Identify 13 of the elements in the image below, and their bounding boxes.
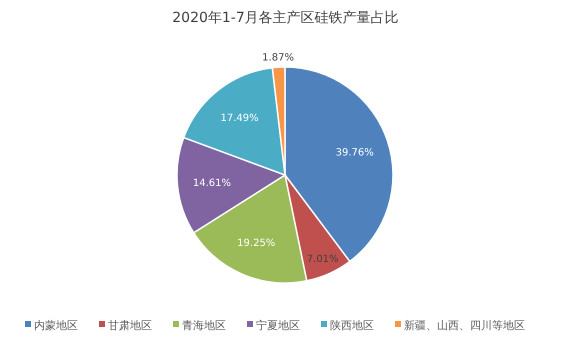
data-label: 1.87% <box>262 52 294 64</box>
legend-label: 宁夏地区 <box>256 318 300 332</box>
legend-label: 甘肃地区 <box>108 318 152 332</box>
data-label: 39.76% <box>336 147 374 158</box>
data-label: 17.49% <box>220 112 259 124</box>
legend-label: 内蒙地区 <box>34 318 78 332</box>
data-label: 7.01% <box>306 254 339 266</box>
legend-label: 陕西地区 <box>330 318 374 332</box>
chart-title: 2020年1-7月各主产区硅铁产量占比 <box>172 10 399 26</box>
data-label: 19.25% <box>237 238 276 250</box>
data-label: 14.61% <box>192 178 232 190</box>
legend-label: 青海地区 <box>182 318 226 332</box>
legend-label: 新疆、山西、四川等地区 <box>404 318 525 332</box>
